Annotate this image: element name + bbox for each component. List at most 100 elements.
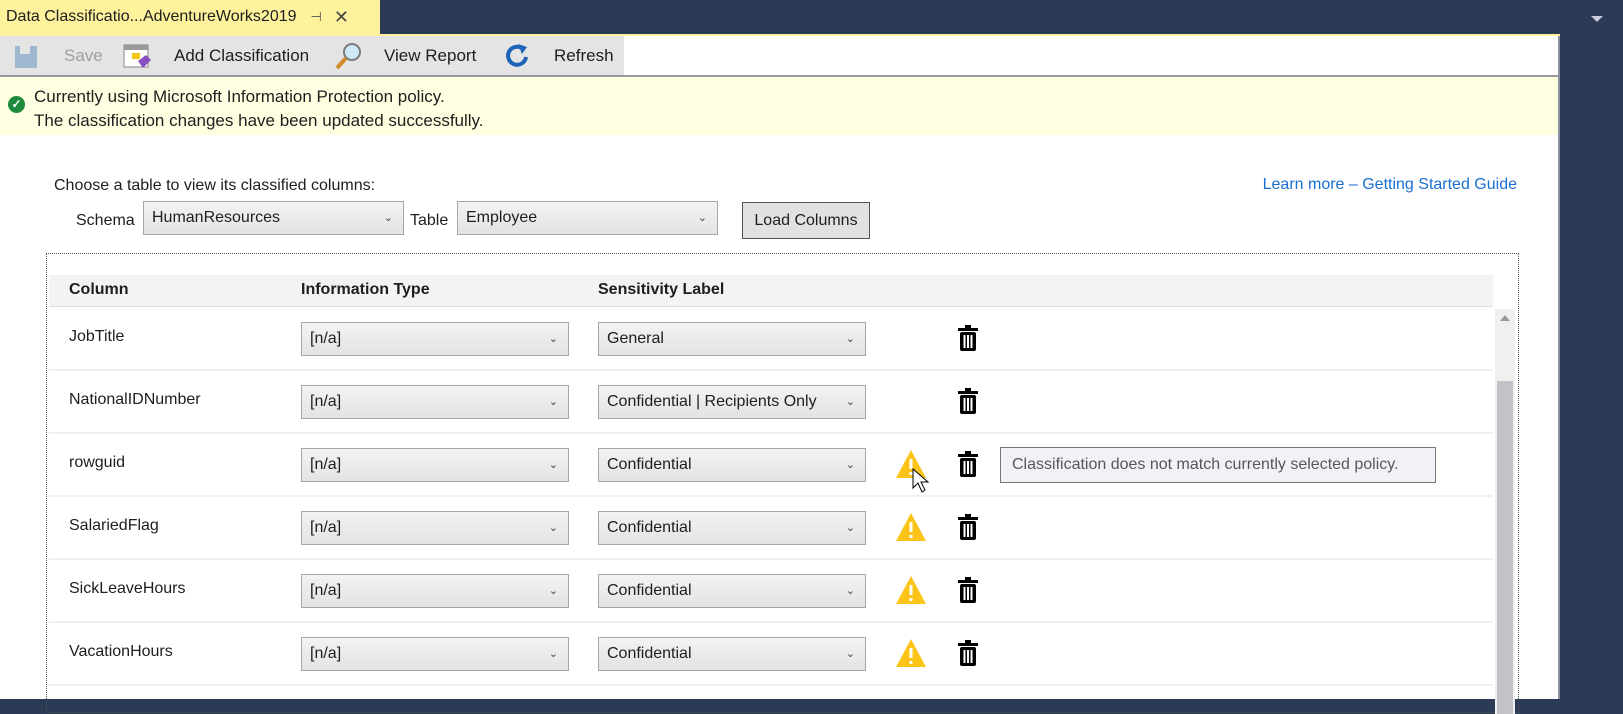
chevron-down-icon: ⌄ [548, 333, 558, 345]
table-tag-icon [123, 44, 151, 68]
table-row: SalariedFlag [n/a] ⌄ Confidential ⌄ [49, 497, 1493, 560]
table-row: SickLeaveHours [n/a] ⌄ Confidential ⌄ [49, 560, 1493, 623]
table-select[interactable]: Employee ⌄ [457, 201, 718, 235]
table-row: JobTitle [n/a] ⌄ General ⌄ [49, 308, 1493, 371]
sensitivity-label-select[interactable]: Confidential ⌄ [598, 574, 866, 608]
sensitivity-label-value: Confidential [607, 456, 692, 473]
information-type-select[interactable]: [n/a] ⌄ [301, 385, 569, 419]
trash-icon[interactable] [957, 514, 979, 540]
refresh-button[interactable]: Refresh [502, 36, 614, 75]
table-row: rowguid [n/a] ⌄ Confidential ⌄ [49, 434, 1493, 497]
mouse-cursor-icon [912, 468, 930, 493]
tab-underline [0, 34, 1560, 36]
sensitivity-label-select[interactable]: Confidential ⌄ [598, 511, 866, 545]
information-type-value: [n/a] [310, 330, 342, 347]
sensitivity-label-select[interactable]: General ⌄ [598, 322, 866, 356]
warning-tooltip: Classification does not match currently … [1000, 447, 1436, 483]
refresh-label: Refresh [554, 45, 614, 65]
sensitivity-label-value: Confidential [607, 645, 692, 662]
schema-select[interactable]: HumanResources ⌄ [143, 201, 404, 235]
chooser-prompt: Choose a table to view its classified co… [54, 177, 376, 194]
table-row: VacationHours [n/a] ⌄ Confidential ⌄ [49, 623, 1493, 686]
sensitivity-label-select[interactable]: Confidential ⌄ [598, 448, 866, 482]
schema-value: HumanResources [152, 209, 281, 226]
view-report-button[interactable]: View Report [334, 36, 476, 75]
pin-icon[interactable]: ⊣ [310, 9, 322, 24]
trash-icon[interactable] [957, 325, 979, 351]
chevron-down-icon: ⌄ [845, 522, 855, 534]
warning-icon[interactable] [895, 638, 927, 668]
chevron-down-icon: ⌄ [845, 648, 855, 660]
header-column: Column [69, 281, 129, 298]
header-sensitivity-label: Sensitivity Label [598, 281, 725, 298]
chevron-down-icon: ⌄ [845, 459, 855, 471]
grid-header: Column Information Type Sensitivity Labe… [49, 275, 1493, 307]
information-type-select[interactable]: [n/a] ⌄ [301, 322, 569, 356]
magnifier-icon [335, 42, 361, 69]
information-type-select[interactable]: [n/a] ⌄ [301, 574, 569, 608]
save-button[interactable]: Save [12, 36, 103, 75]
table-value: Employee [466, 209, 538, 226]
trash-icon[interactable] [957, 451, 979, 477]
column-name: SickLeaveHours [69, 580, 186, 597]
sensitivity-label-value: Confidential [607, 582, 692, 599]
trash-icon[interactable] [957, 640, 979, 666]
learn-more-link[interactable]: Learn more – Getting Started Guide [1262, 176, 1517, 193]
vertical-scrollbar[interactable] [1495, 309, 1515, 714]
tab-list-dropdown-icon[interactable] [1591, 16, 1603, 22]
chevron-down-icon: ⌄ [548, 522, 558, 534]
column-name: SalariedFlag [69, 517, 159, 534]
trash-icon[interactable] [957, 577, 979, 603]
save-label: Save [64, 45, 103, 65]
chevron-down-icon: ⌄ [845, 396, 855, 408]
information-type-value: [n/a] [310, 582, 342, 599]
info-line-1: Currently using Microsoft Information Pr… [34, 87, 445, 106]
chevron-down-icon: ⌄ [548, 585, 558, 597]
column-name: rowguid [69, 454, 126, 471]
schema-label: Schema [76, 212, 135, 229]
tab-title: Data Classificatio...AdventureWorks2019 [6, 8, 297, 25]
warning-icon[interactable] [895, 449, 927, 479]
sensitivity-label-select[interactable]: Confidential ⌄ [598, 637, 866, 671]
refresh-icon [506, 43, 528, 67]
add-classification-button[interactable]: Add Classification [122, 36, 309, 75]
chevron-down-icon: ⌄ [383, 212, 393, 224]
view-report-label: View Report [384, 45, 477, 65]
information-type-value: [n/a] [310, 456, 342, 473]
add-classification-label: Add Classification [174, 45, 310, 65]
information-type-select[interactable]: [n/a] ⌄ [301, 511, 569, 545]
table-row: NationalIDNumber [n/a] ⌄ Confidential | R… [49, 371, 1493, 434]
information-type-value: [n/a] [310, 393, 342, 410]
document-tab[interactable]: Data Classificatio...AdventureWorks2019 … [0, 0, 380, 34]
header-information-type: Information Type [301, 281, 430, 298]
success-check-icon: ✓ [8, 96, 25, 113]
chevron-down-icon: ⌄ [548, 396, 558, 408]
document-pane: Save Add Classification View Report Refr… [0, 36, 1560, 714]
sensitivity-label-value: General [607, 330, 664, 347]
sensitivity-label-select[interactable]: Confidential | Recipients Only ⌄ [598, 385, 866, 419]
information-type-value: [n/a] [310, 519, 342, 536]
table-label: Table [410, 212, 449, 229]
column-name: JobTitle [69, 328, 125, 345]
sensitivity-label-value: Confidential | Recipients Only [607, 393, 817, 410]
close-icon[interactable]: ✕ [333, 6, 349, 27]
save-icon [15, 45, 37, 68]
sensitivity-label-value: Confidential [607, 519, 692, 536]
trash-icon[interactable] [957, 388, 979, 414]
information-type-value: [n/a] [310, 645, 342, 662]
information-type-select[interactable]: [n/a] ⌄ [301, 448, 569, 482]
chevron-down-icon: ⌄ [697, 212, 707, 224]
scroll-up-icon[interactable] [1500, 315, 1510, 321]
warning-icon[interactable] [895, 512, 927, 542]
scrollbar-thumb[interactable] [1497, 381, 1513, 714]
chevron-down-icon: ⌄ [548, 648, 558, 660]
info-line-2: The classification changes have been upd… [34, 111, 484, 130]
warning-icon[interactable] [895, 575, 927, 605]
column-name: NationalIDNumber [69, 391, 201, 408]
information-type-select[interactable]: [n/a] ⌄ [301, 637, 569, 671]
chevron-down-icon: ⌄ [845, 585, 855, 597]
info-bar: ✓ Currently using Microsoft Information … [0, 77, 1558, 135]
load-columns-button[interactable]: Load Columns [742, 202, 870, 239]
classification-grid: Column Information Type Sensitivity Labe… [46, 253, 1519, 714]
column-name: VacationHours [69, 643, 173, 660]
